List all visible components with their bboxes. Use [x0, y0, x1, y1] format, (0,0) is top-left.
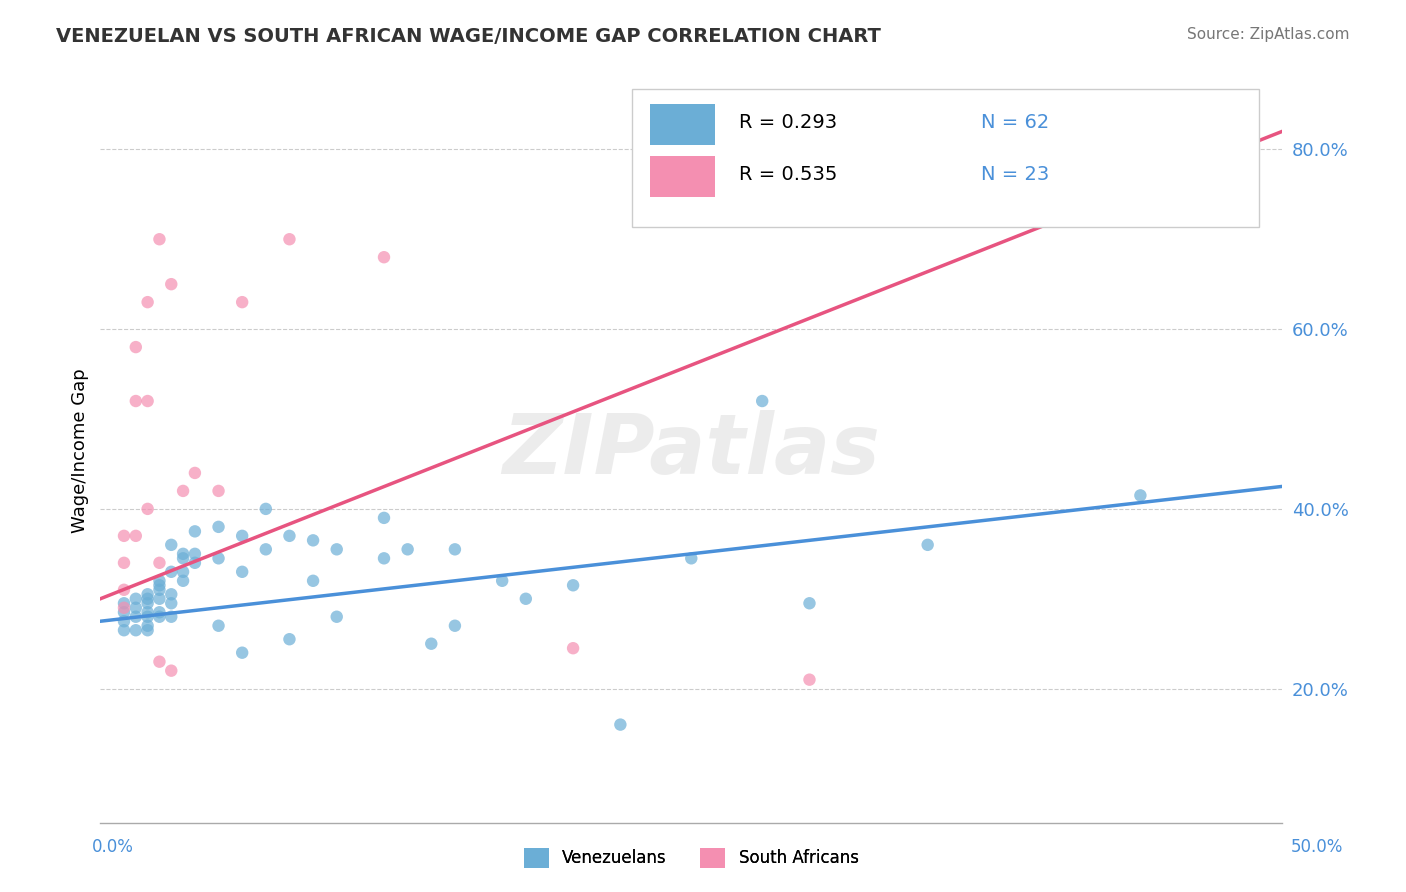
- Point: [799, 673, 821, 687]
- Point: [325, 609, 347, 624]
- Point: [231, 646, 253, 660]
- Point: [136, 394, 159, 409]
- Text: VENEZUELAN VS SOUTH AFRICAN WAGE/INCOME GAP CORRELATION CHART: VENEZUELAN VS SOUTH AFRICAN WAGE/INCOME …: [56, 27, 882, 45]
- Text: 50.0%: 50.0%: [1291, 838, 1343, 856]
- Point: [444, 618, 467, 632]
- Point: [207, 618, 229, 632]
- Point: [136, 501, 159, 516]
- Point: [112, 624, 135, 638]
- Point: [325, 542, 347, 557]
- Point: [112, 529, 135, 543]
- Point: [184, 524, 207, 539]
- Point: [148, 591, 170, 606]
- Point: [160, 538, 183, 552]
- Point: [148, 582, 170, 597]
- Point: [562, 641, 585, 656]
- Text: Source: ZipAtlas.com: Source: ZipAtlas.com: [1187, 27, 1350, 42]
- Text: 0.0%: 0.0%: [91, 838, 134, 856]
- Point: [148, 609, 170, 624]
- Point: [136, 609, 159, 624]
- Point: [148, 605, 170, 619]
- Text: R = 0.535: R = 0.535: [738, 165, 837, 184]
- Point: [302, 574, 325, 588]
- Point: [207, 520, 229, 534]
- Legend: Venezuelans, South Africans: Venezuelans, South Africans: [517, 841, 865, 875]
- Point: [562, 578, 585, 592]
- Point: [125, 529, 148, 543]
- Point: [254, 501, 277, 516]
- Point: [420, 637, 443, 651]
- Point: [160, 664, 183, 678]
- Text: R = 0.293: R = 0.293: [738, 112, 837, 132]
- Point: [148, 232, 170, 246]
- Point: [172, 547, 194, 561]
- Y-axis label: Wage/Income Gap: Wage/Income Gap: [72, 368, 89, 533]
- Text: N = 23: N = 23: [981, 165, 1049, 184]
- Point: [373, 551, 395, 566]
- Point: [184, 547, 207, 561]
- Point: [160, 609, 183, 624]
- FancyBboxPatch shape: [650, 103, 714, 145]
- Point: [136, 591, 159, 606]
- Point: [136, 596, 159, 610]
- Point: [148, 655, 170, 669]
- Point: [125, 609, 148, 624]
- Point: [125, 624, 148, 638]
- Point: [207, 483, 229, 498]
- Point: [231, 529, 253, 543]
- Point: [278, 232, 301, 246]
- Point: [917, 538, 939, 552]
- Point: [302, 533, 325, 548]
- Point: [112, 582, 135, 597]
- Point: [160, 565, 183, 579]
- Point: [444, 542, 467, 557]
- Point: [148, 556, 170, 570]
- Point: [278, 529, 301, 543]
- Point: [125, 600, 148, 615]
- Point: [172, 565, 194, 579]
- Point: [278, 632, 301, 647]
- Point: [125, 340, 148, 354]
- Point: [136, 605, 159, 619]
- Point: [125, 591, 148, 606]
- Point: [172, 483, 194, 498]
- Point: [681, 551, 703, 566]
- Point: [515, 591, 537, 606]
- FancyBboxPatch shape: [633, 88, 1258, 227]
- Point: [136, 587, 159, 601]
- Point: [373, 511, 395, 525]
- Text: N = 62: N = 62: [981, 112, 1049, 132]
- Point: [160, 596, 183, 610]
- Point: [491, 574, 513, 588]
- Point: [1129, 488, 1152, 502]
- Point: [125, 394, 148, 409]
- Point: [751, 394, 773, 409]
- Point: [172, 574, 194, 588]
- Point: [254, 542, 277, 557]
- Point: [136, 295, 159, 310]
- Point: [184, 466, 207, 480]
- Point: [231, 565, 253, 579]
- Point: [112, 614, 135, 628]
- Point: [160, 277, 183, 292]
- Point: [148, 578, 170, 592]
- Point: [112, 600, 135, 615]
- Point: [172, 551, 194, 566]
- Point: [609, 717, 631, 731]
- Point: [148, 574, 170, 588]
- Point: [799, 596, 821, 610]
- Point: [207, 551, 229, 566]
- Point: [231, 295, 253, 310]
- Point: [112, 596, 135, 610]
- Point: [184, 556, 207, 570]
- Point: [136, 618, 159, 632]
- Point: [112, 605, 135, 619]
- Point: [373, 250, 395, 264]
- Point: [160, 587, 183, 601]
- FancyBboxPatch shape: [650, 156, 714, 197]
- Point: [396, 542, 419, 557]
- Text: ZIPatlas: ZIPatlas: [502, 410, 880, 491]
- Point: [112, 556, 135, 570]
- Point: [136, 624, 159, 638]
